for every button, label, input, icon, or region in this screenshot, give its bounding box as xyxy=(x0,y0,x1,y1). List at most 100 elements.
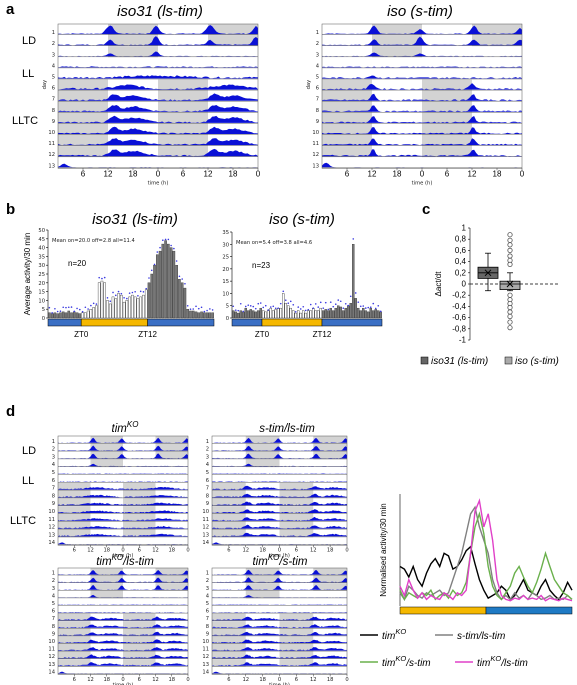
legend-label: iso31 (ls-tim) xyxy=(431,356,488,367)
bar xyxy=(379,311,382,319)
actogram-activity xyxy=(212,647,347,651)
actogram-activity xyxy=(58,84,258,90)
day-number: 10 xyxy=(48,639,55,645)
bar xyxy=(277,307,280,319)
data-dot xyxy=(259,302,262,304)
legend-sup: KO xyxy=(395,654,406,663)
actogram-shade xyxy=(90,443,123,452)
actogram-activity xyxy=(58,671,188,674)
day-number: 7 xyxy=(52,97,55,103)
time-tick-label: 0 xyxy=(256,169,261,178)
bar xyxy=(50,313,54,319)
day-number: 3 xyxy=(52,586,55,592)
data-dot xyxy=(254,307,257,310)
actogram-activity xyxy=(212,463,347,467)
data-dot xyxy=(170,244,172,247)
bar xyxy=(304,312,307,319)
actogram-shade xyxy=(155,436,188,444)
actogram-activity xyxy=(58,518,188,521)
actogram-activity xyxy=(212,595,347,598)
day-number: 4 xyxy=(52,63,56,69)
day-number: 14 xyxy=(48,540,55,546)
bar xyxy=(208,312,212,319)
bar xyxy=(205,312,209,319)
actogram-shade xyxy=(245,583,280,591)
time-tick-label: 6 xyxy=(345,169,350,178)
bar-chart-b-right: 0 5 10 15 20 25 30 35 ZT0 ZT12 Mean on=5.4 off=3.8… xyxy=(222,230,383,339)
bar xyxy=(128,296,131,319)
time-tick-label: 6 xyxy=(227,548,230,554)
day-number: 8 xyxy=(206,493,209,499)
bar xyxy=(203,312,206,319)
actogram-shade xyxy=(472,35,522,47)
actogram-shade xyxy=(90,451,123,460)
day-bar xyxy=(399,606,487,615)
day-number: 9 xyxy=(316,119,319,125)
actogram-shade xyxy=(422,90,472,102)
bar xyxy=(377,310,380,319)
n-label: n=20 xyxy=(68,259,87,268)
data-dot xyxy=(369,306,372,309)
bar xyxy=(234,311,237,319)
data-dot xyxy=(112,291,114,294)
time-tick-label: 18 xyxy=(259,677,266,683)
data-dot xyxy=(244,305,247,308)
bar xyxy=(289,307,292,319)
y-tick-label: 30 xyxy=(222,242,229,248)
data-dot xyxy=(267,309,270,311)
actogram-shade xyxy=(212,621,246,629)
actogram-shade xyxy=(313,436,347,444)
y-tick-label: -1 xyxy=(459,336,467,345)
data-dot xyxy=(274,307,277,310)
data-dot xyxy=(178,275,181,278)
day-number: 2 xyxy=(206,578,209,584)
time-tick-label: 0 xyxy=(345,677,348,683)
bar xyxy=(332,310,335,319)
time-tick-label: 12 xyxy=(87,548,94,554)
title-base: tim xyxy=(252,556,268,568)
day-number: 5 xyxy=(206,470,209,476)
bar xyxy=(259,307,262,319)
time-axis-label: time (h) xyxy=(148,180,169,186)
actogram-activity xyxy=(58,654,188,659)
bar xyxy=(267,310,270,319)
data-dot xyxy=(139,290,142,293)
actogram-activity xyxy=(58,163,258,168)
actogram-activity xyxy=(58,639,188,643)
actogram-activity xyxy=(58,25,258,35)
actogram-shade xyxy=(90,436,123,444)
bar xyxy=(254,311,257,319)
data-dot xyxy=(150,269,153,272)
actogram-activity xyxy=(212,524,347,529)
day-number: 1 xyxy=(206,439,209,445)
actogram-d-tl-title: timKO xyxy=(112,420,139,435)
data-dot xyxy=(322,307,325,309)
bar xyxy=(95,305,98,319)
bar xyxy=(359,310,362,319)
actogram-activity xyxy=(58,75,258,79)
actogram-shade xyxy=(279,506,314,514)
data-dot xyxy=(252,305,255,308)
actogram-shade xyxy=(155,583,188,591)
actogram-activity xyxy=(212,662,347,666)
bar xyxy=(284,303,287,319)
bar xyxy=(372,310,375,319)
day-number: 10 xyxy=(48,130,55,136)
day-number: 12 xyxy=(48,525,55,531)
y-tick-label: 20 xyxy=(38,281,45,287)
day-number: 1 xyxy=(52,30,55,36)
time-tick-label: 18 xyxy=(493,169,502,178)
time-tick-label: 6 xyxy=(138,677,141,683)
time-tick-label: 0 xyxy=(156,169,161,178)
data-dot xyxy=(211,309,214,311)
day-number: 9 xyxy=(206,631,209,637)
data-dot xyxy=(73,310,76,313)
bar xyxy=(169,247,173,319)
outlier-point xyxy=(507,309,513,315)
night-bar xyxy=(321,318,383,327)
data-dot xyxy=(242,310,245,313)
